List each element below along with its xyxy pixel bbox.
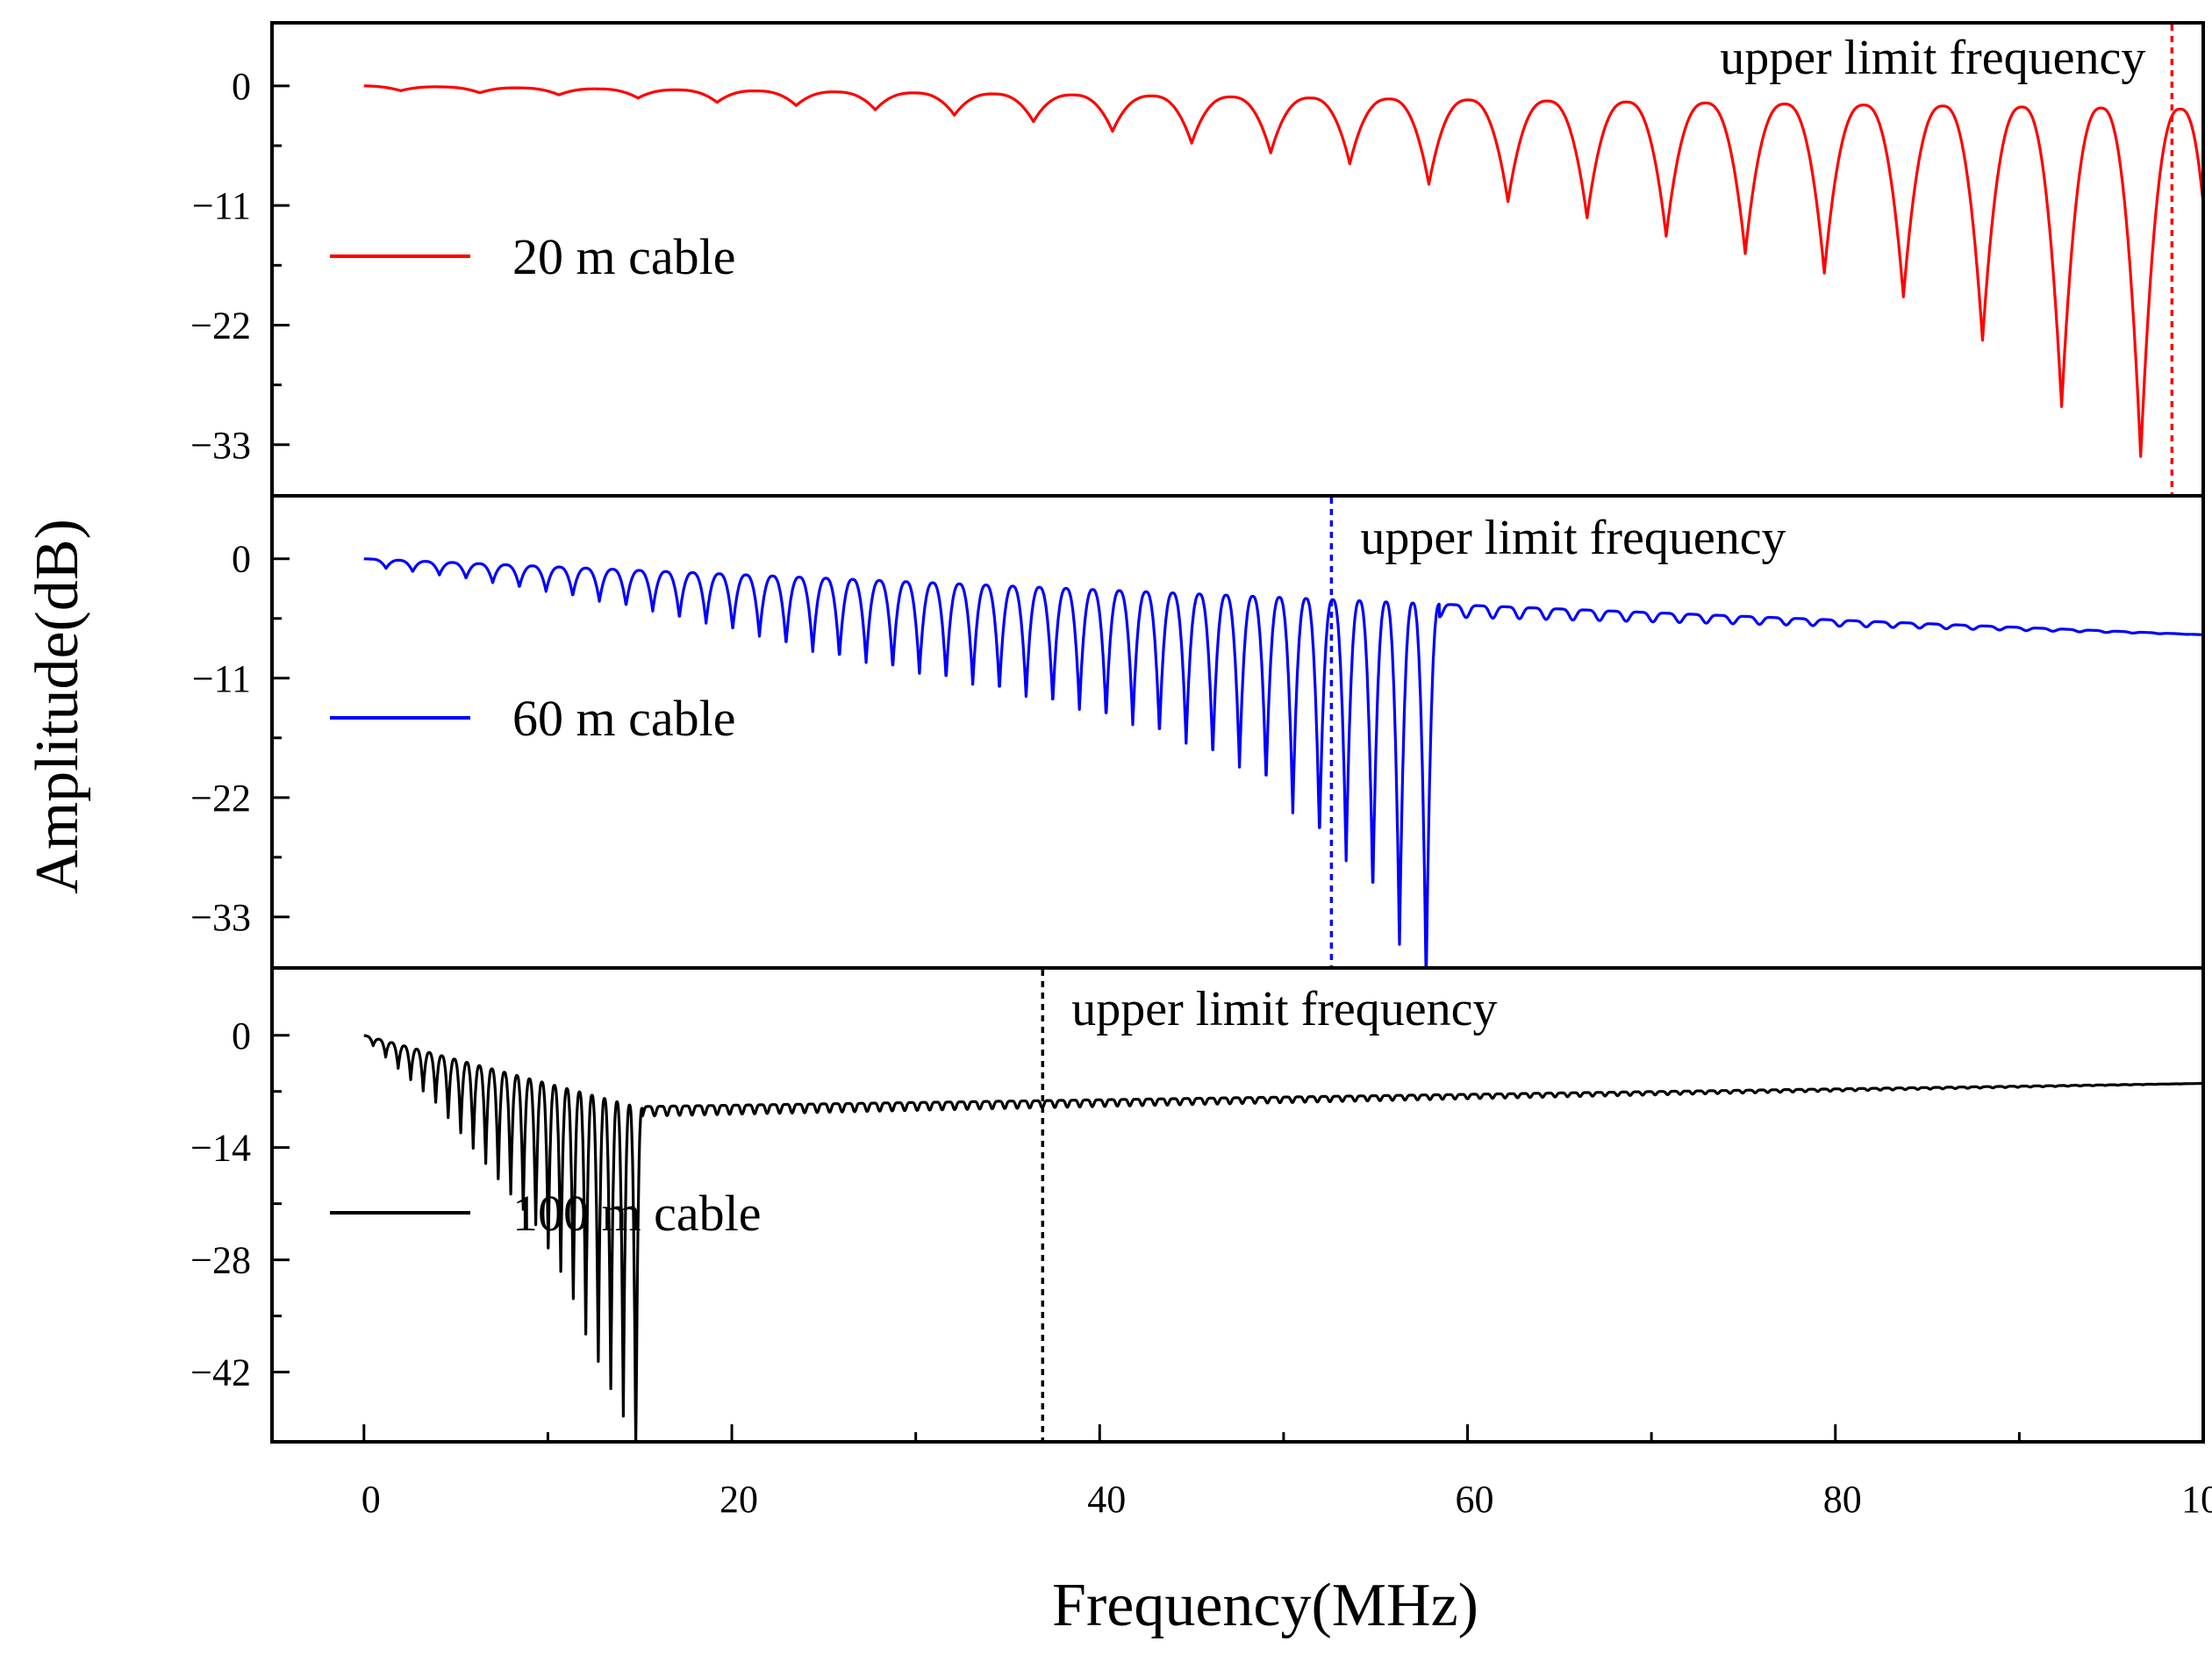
legend-label: 20 m cable: [512, 228, 735, 285]
x-tick-label: 0: [362, 1478, 381, 1521]
x-axis-title: Frequency(MHz): [1052, 1572, 1478, 1639]
series-line-100m: [362, 1034, 2205, 1444]
y-tick-label: −33: [190, 424, 251, 467]
panel-3: 0 −14 −28 −42 upper limit frequency 100 m cab…: [190, 970, 2205, 1444]
y-tick-label: −33: [190, 896, 251, 939]
x-tick-label: 20: [719, 1478, 758, 1521]
upper-limit-annotation: upper limit frequency: [1360, 511, 1786, 565]
y-tick-label: 0: [232, 65, 251, 108]
y-tick-label: 0: [232, 1014, 251, 1057]
y-tick-label: −14: [190, 1127, 251, 1170]
plot-frame: [270, 21, 2205, 1444]
upper-limit-annotation: upper limit frequency: [1720, 31, 2145, 85]
y-tick-label: −11: [192, 657, 251, 700]
panel-1: 0 −11 −22 −33 upper limit frequency 20 m cabl…: [190, 25, 2205, 494]
legend-label: 60 m cable: [512, 690, 735, 747]
y-axis-title: Amplitude(dB): [24, 519, 91, 894]
y-tick-label: −22: [190, 777, 251, 820]
upper-limit-annotation: upper limit frequency: [1071, 982, 1497, 1036]
y-tick-label: −11: [192, 184, 251, 227]
y-tick-label: −22: [190, 304, 251, 347]
panel-2: 0 −11 −22 −33 upper limit frequency 60 m cabl…: [190, 498, 2205, 970]
legend-label: 100 m cable: [512, 1185, 761, 1242]
series-line-60m: [362, 557, 2205, 970]
y-tick-label: −28: [190, 1239, 251, 1282]
series-line-20m: [362, 84, 2205, 458]
x-tick-label: 60: [1456, 1478, 1494, 1521]
x-tick-label: 100: [2181, 1478, 2212, 1521]
x-tick-label: 40: [1087, 1478, 1126, 1521]
x-tick-label: 80: [1823, 1478, 1862, 1521]
y-tick-label: 0: [232, 538, 251, 581]
y-tick-label: −42: [190, 1351, 251, 1394]
